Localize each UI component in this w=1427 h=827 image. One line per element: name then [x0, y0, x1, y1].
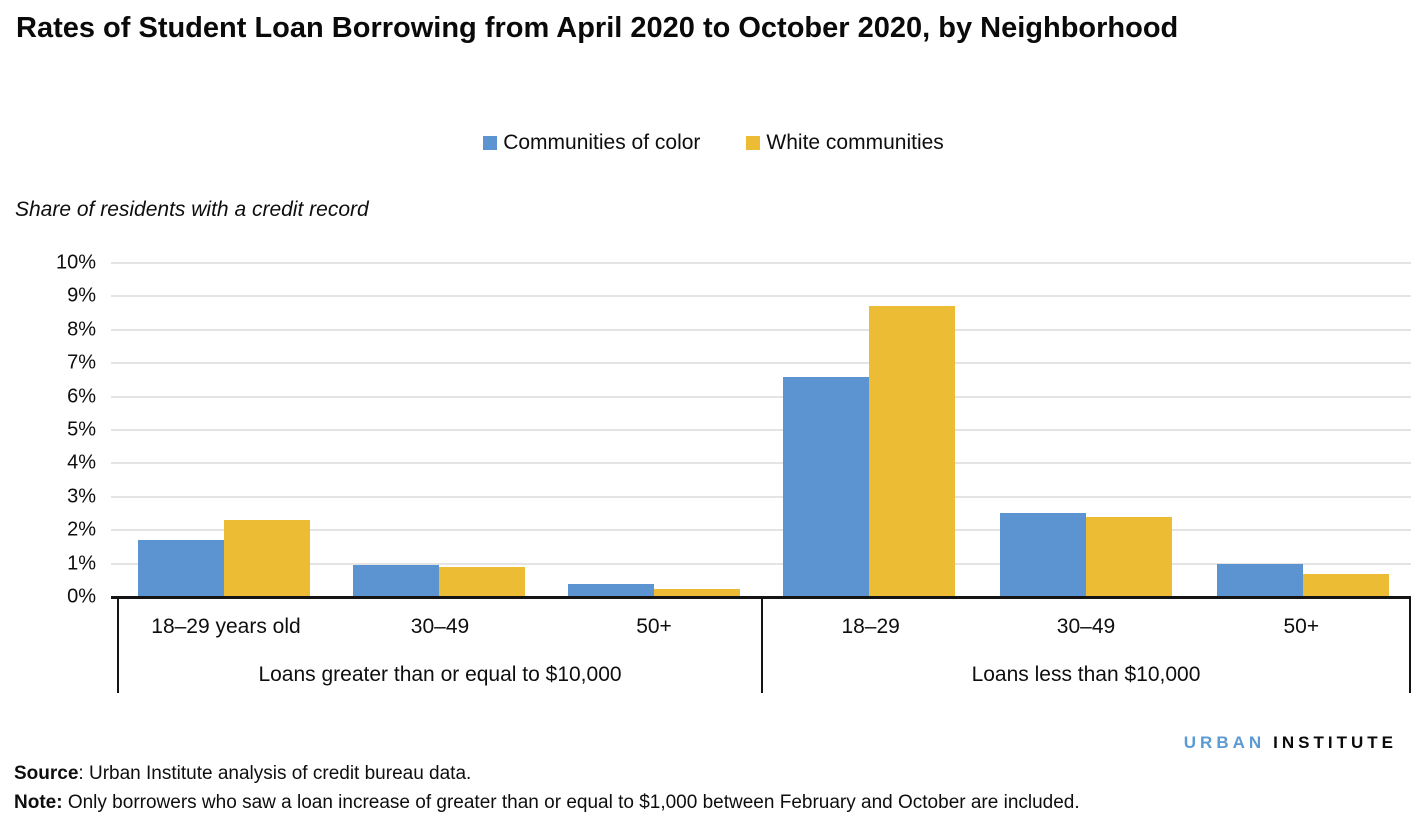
group-label: Loans less than $10,000	[971, 663, 1201, 686]
bar	[783, 377, 870, 597]
bar	[1086, 517, 1172, 597]
gridline	[111, 295, 1411, 298]
category-slot	[546, 263, 761, 597]
source-label: Source	[14, 763, 79, 784]
chart-title: Rates of Student Loan Borrowing from Apr…	[16, 12, 1179, 44]
category-slot	[332, 263, 547, 597]
gridline	[111, 429, 1411, 431]
legend-item-white-communities: White communities	[746, 131, 944, 155]
bar	[439, 567, 525, 597]
category-slot	[761, 263, 978, 597]
plot-area	[111, 262, 1411, 599]
category-slot	[117, 263, 332, 597]
source-note: Source: Urban Institute analysis of cred…	[14, 763, 471, 785]
category-label: 30–49	[410, 615, 470, 638]
y-tick-label: 2%	[67, 518, 96, 541]
source-text: : Urban Institute analysis of credit bur…	[78, 763, 472, 784]
legend-label: White communities	[766, 131, 944, 154]
legend-item-communities-of-color: Communities of color	[483, 131, 700, 155]
y-tick-label: 10%	[55, 251, 96, 274]
gridline	[111, 495, 1411, 498]
legend-swatch-blue	[483, 136, 498, 150]
x-axis-category-box: 18–29 years old 30–49 50+ Loans greater tha…	[117, 598, 1411, 693]
bar	[567, 584, 654, 597]
note-text: Only borrowers who saw a loan increase o…	[62, 792, 1080, 813]
bar	[1000, 513, 1086, 597]
bar	[353, 565, 439, 597]
methodology-note: Note: Only borrowers who saw a loan incr…	[14, 792, 1080, 814]
gridline	[111, 529, 1411, 532]
legend-label: Communities of color	[503, 131, 701, 154]
group-label: Loans greater than or equal to $10,000	[258, 663, 622, 686]
y-tick-label: 6%	[67, 385, 96, 408]
bar-group-panel	[761, 263, 1411, 597]
gridline	[111, 462, 1411, 465]
y-tick-label: 4%	[67, 451, 96, 474]
gridline	[111, 362, 1411, 365]
bar	[1216, 564, 1303, 597]
bar	[1302, 574, 1389, 597]
category-label-row: 18–29 30–49 50+	[763, 615, 1409, 639]
y-axis-tick-labels: 10% 9% 8% 7% 6% 5% 4% 3% 2% 1% 0%	[0, 252, 96, 608]
logo-word-institute: INSTITUTE	[1273, 733, 1397, 752]
y-tick-label: 8%	[67, 318, 96, 341]
gridline	[111, 562, 1411, 565]
bar	[224, 520, 311, 597]
x-axis-line	[111, 596, 1411, 599]
category-slot	[1194, 263, 1411, 597]
category-slot	[978, 263, 1195, 597]
axis-group-panel: 18–29 years old 30–49 50+ Loans greater tha…	[117, 598, 761, 693]
bar	[869, 306, 956, 597]
y-tick-label: 5%	[67, 418, 96, 441]
bar	[653, 589, 740, 597]
legend-swatch-yellow	[746, 136, 761, 150]
y-axis-title: Share of residents with a credit record	[15, 198, 369, 221]
gridline	[111, 262, 1411, 264]
gridline	[111, 395, 1411, 398]
y-tick-label: 3%	[67, 485, 96, 508]
bar-group-panel	[117, 263, 761, 597]
bar	[138, 540, 225, 597]
category-label: 30–49	[1056, 615, 1116, 638]
category-label: 50+	[636, 615, 672, 638]
urban-institute-logo: URBAN INSTITUTE	[1184, 733, 1397, 753]
category-label: 18–29	[841, 615, 900, 638]
category-label-row: 18–29 years old 30–49 50+	[119, 615, 761, 639]
y-tick-label: 9%	[67, 284, 96, 307]
y-tick-label: 0%	[67, 585, 96, 608]
category-label: 50+	[1283, 615, 1320, 638]
axis-group-panel: 18–29 30–49 50+ Loans less than $10,000	[761, 598, 1411, 693]
logo-word-urban: URBAN	[1183, 733, 1266, 752]
legend: Communities of color White communities	[0, 131, 1427, 155]
category-label: 18–29 years old	[151, 615, 301, 638]
y-tick-label: 7%	[67, 351, 96, 374]
note-label: Note:	[14, 792, 63, 813]
y-tick-label: 1%	[67, 552, 96, 575]
gridline	[111, 328, 1411, 331]
